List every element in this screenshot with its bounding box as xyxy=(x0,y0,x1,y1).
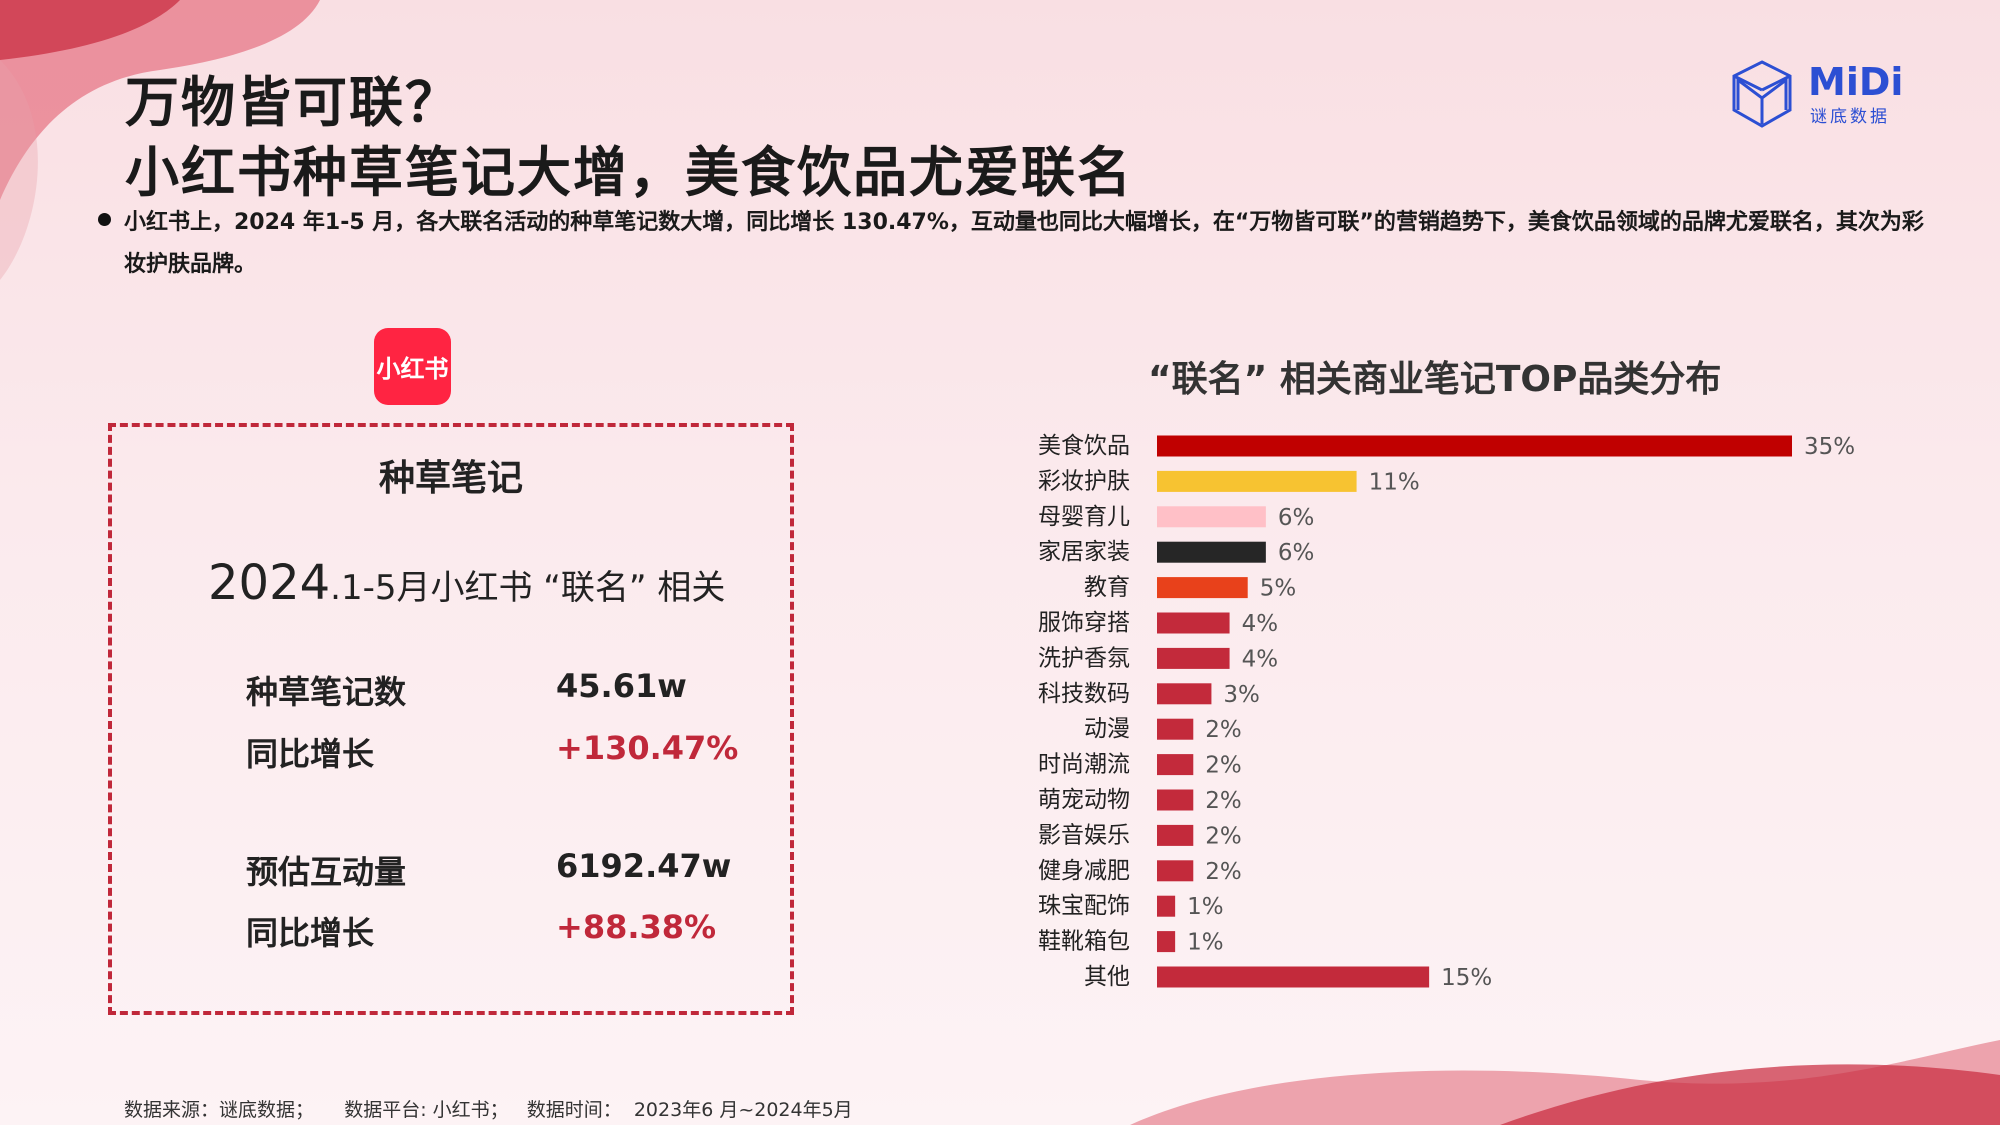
bar xyxy=(1157,435,1792,457)
category-label: 家居家装 xyxy=(1038,539,1130,565)
period-year: 2024 xyxy=(208,555,331,611)
stat-value-growth-engagement: +88.38% xyxy=(556,908,717,946)
data-label: 1% xyxy=(1187,894,1224,920)
data-label: 2% xyxy=(1205,823,1242,849)
category-label: 萌宠动物 xyxy=(1038,787,1130,813)
bar xyxy=(1157,789,1194,811)
stat-label-growth-engagement: 同比增长 xyxy=(246,914,375,952)
category-label: 影音娱乐 xyxy=(1038,822,1130,848)
bar xyxy=(1157,647,1230,669)
bar xyxy=(1157,824,1194,846)
data-label: 4% xyxy=(1242,611,1279,637)
category-label: 时尚潮流 xyxy=(1038,752,1130,778)
bullet-dot xyxy=(98,213,111,226)
midi-logo-icon xyxy=(1732,60,1792,128)
category-label: 健身减肥 xyxy=(1038,858,1130,884)
bar xyxy=(1157,577,1248,599)
stats-period: 2024.1-5月小红书 “联名” 相关 xyxy=(208,555,725,611)
bar xyxy=(1157,754,1194,776)
brand-name: MiDi xyxy=(1808,60,1904,104)
data-source-footer: 数据来源：谜底数据； 数据平台: 小红书； 数据时间： 2023年6 月~202… xyxy=(124,1099,853,1121)
category-label: 珠宝配饰 xyxy=(1038,893,1130,919)
chart-title: “联名” 相关商业笔记TOP品类分布 xyxy=(1148,359,1722,400)
category-label: 其他 xyxy=(1084,964,1130,990)
stat-value-engagement: 6192.47w xyxy=(556,847,732,885)
stats-box: 种草笔记 2024.1-5月小红书 “联名” 相关 种草笔记数 45.61w 同… xyxy=(108,423,794,1015)
data-label: 2% xyxy=(1205,717,1242,743)
data-label: 15% xyxy=(1441,965,1492,991)
bar xyxy=(1157,541,1266,563)
page-title-line2: 小红书种草笔记大增，美食饮品尤爱联名 xyxy=(125,141,1133,204)
category-label: 洗护香氛 xyxy=(1038,645,1130,671)
category-label: 服饰穿搭 xyxy=(1038,610,1130,636)
stat-label-engagement: 预估互动量 xyxy=(246,853,407,891)
bar xyxy=(1157,860,1194,882)
data-label: 2% xyxy=(1205,788,1242,814)
bar xyxy=(1157,506,1266,528)
category-label: 彩妆护肤 xyxy=(1038,468,1130,494)
page-title-line1: 万物皆可联？ xyxy=(125,71,461,134)
bar xyxy=(1157,612,1230,634)
stat-value-growth-notes: +130.47% xyxy=(556,729,739,767)
data-label: 6% xyxy=(1278,540,1315,566)
bar xyxy=(1157,895,1176,917)
period-rest: .1-5月小红书 “联名” 相关 xyxy=(330,568,726,608)
data-label: 3% xyxy=(1223,682,1260,708)
summary-text: 小红书上，2024 年1-5 月，各大联名活动的种草笔记数大增，同比增长 130… xyxy=(124,210,1924,277)
data-label: 6% xyxy=(1278,505,1315,531)
bar xyxy=(1157,683,1212,705)
stat-label-notes: 种草笔记数 xyxy=(246,673,407,711)
category-label: 美食饮品 xyxy=(1038,433,1130,459)
data-label: 35% xyxy=(1804,434,1855,460)
data-label: 5% xyxy=(1260,576,1297,602)
category-label: 教育 xyxy=(1084,575,1130,601)
data-label: 2% xyxy=(1205,753,1242,779)
stat-value-notes: 45.61w xyxy=(556,667,687,705)
category-label: 科技数码 xyxy=(1038,681,1130,707)
bar xyxy=(1157,966,1430,988)
stat-label-growth-notes: 同比增长 xyxy=(246,735,375,773)
data-label: 4% xyxy=(1242,646,1279,672)
data-label: 1% xyxy=(1187,930,1224,956)
category-label: 母婴育儿 xyxy=(1038,504,1130,530)
bar xyxy=(1157,931,1176,953)
category-label: 动漫 xyxy=(1084,716,1130,742)
bar xyxy=(1157,470,1357,492)
data-label: 11% xyxy=(1369,469,1420,495)
stats-heading: 种草笔记 xyxy=(378,458,523,499)
brand-subtitle: 谜底数据 xyxy=(1810,107,1890,127)
bar xyxy=(1157,718,1194,740)
xiaohongshu-logo: 小红书 xyxy=(374,328,451,405)
category-label: 鞋靴箱包 xyxy=(1038,929,1130,955)
data-label: 2% xyxy=(1205,859,1242,885)
